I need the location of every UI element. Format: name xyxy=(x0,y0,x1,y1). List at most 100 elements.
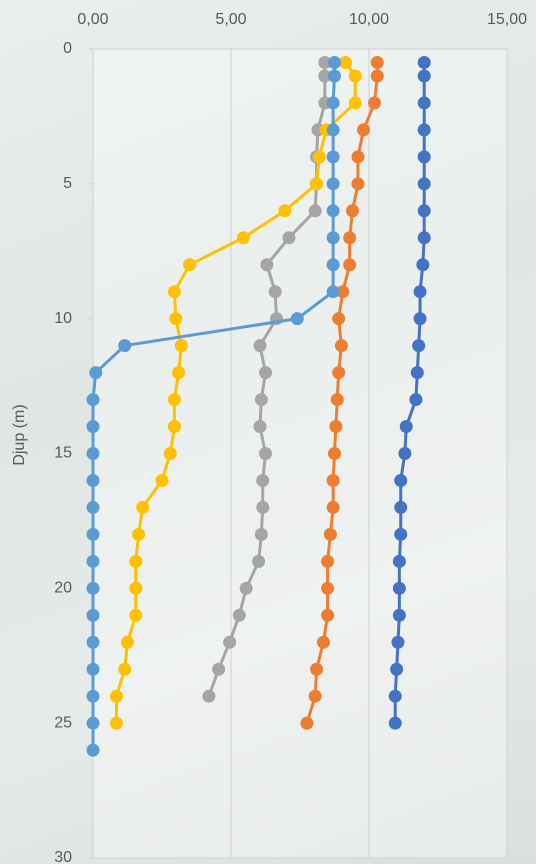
data-point xyxy=(253,339,267,353)
data-point xyxy=(332,312,346,326)
data-point xyxy=(282,231,296,245)
data-point xyxy=(394,527,408,541)
data-point xyxy=(417,96,431,110)
data-point xyxy=(118,339,132,353)
data-point xyxy=(310,662,324,676)
data-point xyxy=(356,123,370,137)
data-point xyxy=(321,554,335,568)
data-point xyxy=(86,527,100,541)
y-tick-label: 30 xyxy=(54,849,72,864)
data-point xyxy=(89,366,103,380)
data-point xyxy=(129,554,143,568)
data-point xyxy=(129,608,143,622)
data-point xyxy=(312,150,326,164)
x-tick-label: 5,00 xyxy=(215,11,246,28)
data-point xyxy=(345,204,359,218)
data-point xyxy=(86,743,100,757)
y-tick-label: 20 xyxy=(54,580,72,597)
data-point xyxy=(109,689,123,703)
data-point xyxy=(326,500,340,514)
data-point xyxy=(169,312,183,326)
data-point xyxy=(326,96,340,110)
data-point xyxy=(278,204,292,218)
data-point xyxy=(326,177,340,191)
data-point xyxy=(343,258,357,272)
data-point xyxy=(323,527,337,541)
data-point xyxy=(390,662,404,676)
data-point xyxy=(268,285,282,299)
data-point xyxy=(370,55,384,69)
data-point xyxy=(339,55,353,69)
data-point xyxy=(329,420,343,434)
data-point xyxy=(121,635,134,649)
data-point xyxy=(413,285,427,299)
data-point xyxy=(308,204,322,218)
data-point xyxy=(326,258,340,272)
data-point xyxy=(417,231,431,245)
data-point xyxy=(260,258,274,272)
data-point xyxy=(417,55,431,69)
data-point xyxy=(388,689,402,703)
data-point xyxy=(259,366,272,380)
data-point xyxy=(392,608,406,622)
data-point xyxy=(399,420,413,434)
data-point xyxy=(86,635,100,649)
data-point xyxy=(413,312,427,326)
data-point xyxy=(86,420,100,434)
data-point xyxy=(163,447,177,460)
data-point xyxy=(86,500,100,514)
data-point xyxy=(326,123,340,137)
data-point xyxy=(388,716,402,730)
data-point xyxy=(417,150,431,164)
data-point xyxy=(316,635,330,649)
data-point xyxy=(321,581,335,595)
data-point xyxy=(223,635,237,649)
data-point xyxy=(394,500,408,514)
data-point xyxy=(392,554,406,568)
x-tick-label: 15,00 xyxy=(487,11,527,28)
data-point xyxy=(326,150,340,164)
data-point xyxy=(86,716,100,730)
data-point xyxy=(328,69,341,83)
data-point xyxy=(239,581,253,595)
data-point xyxy=(326,285,340,299)
data-point xyxy=(86,393,100,407)
data-point xyxy=(86,554,100,568)
data-point xyxy=(253,420,267,434)
y-tick-label: 25 xyxy=(54,714,72,731)
data-point xyxy=(343,231,357,245)
data-point xyxy=(332,366,346,380)
data-point xyxy=(86,473,100,487)
data-point xyxy=(118,662,132,676)
data-point xyxy=(336,285,350,299)
data-point xyxy=(370,69,384,83)
data-point xyxy=(167,393,181,407)
data-point xyxy=(417,123,431,137)
data-point xyxy=(326,231,340,245)
data-point xyxy=(328,55,341,69)
data-point xyxy=(256,500,270,514)
y-tick-label: 10 xyxy=(54,310,72,327)
data-point xyxy=(254,527,268,541)
data-point xyxy=(109,716,123,730)
data-point xyxy=(129,581,143,595)
data-point xyxy=(256,473,270,487)
data-point xyxy=(417,69,431,83)
data-point xyxy=(410,366,424,380)
data-point xyxy=(86,689,100,703)
data-point xyxy=(259,447,272,460)
data-point xyxy=(398,447,412,460)
data-point xyxy=(155,473,169,487)
data-point xyxy=(232,608,246,622)
data-point xyxy=(321,608,335,622)
data-point xyxy=(417,204,431,218)
y-tick-label: 5 xyxy=(63,175,72,192)
data-point xyxy=(409,393,423,407)
data-point xyxy=(391,635,405,649)
data-point xyxy=(167,420,181,434)
data-point xyxy=(318,69,332,83)
data-point xyxy=(136,500,150,514)
data-point xyxy=(236,231,250,245)
y-tick-label: 15 xyxy=(54,445,72,462)
